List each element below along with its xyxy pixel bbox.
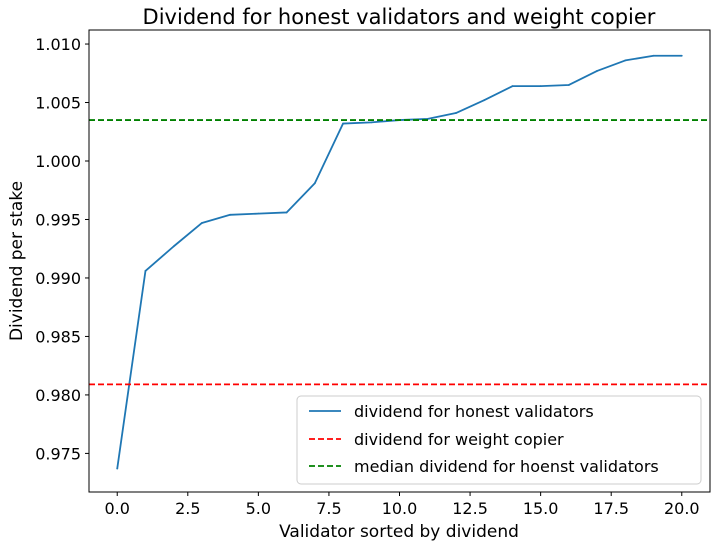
x-tick-label: 0.0 — [105, 499, 130, 518]
data-point — [455, 112, 457, 114]
data-point — [511, 85, 514, 88]
data-point — [652, 54, 655, 57]
data-point — [624, 59, 627, 62]
x-tick-label: 10.0 — [382, 499, 418, 518]
data-point — [144, 270, 147, 272]
y-tick-label: 0.985 — [35, 327, 81, 346]
y-axis-ticks: 0.975 0.980 0.985 0.990 0.995 1.000 1.005 1.010 — [35, 35, 89, 463]
y-tick-label: 0.980 — [35, 386, 81, 405]
legend-box — [296, 395, 702, 485]
data-point — [567, 84, 570, 86]
x-tick-label: 17.5 — [593, 499, 629, 518]
y-tick-label: 1.010 — [35, 35, 81, 54]
y-tick-label: 1.000 — [35, 152, 81, 171]
y-tick-label: 0.975 — [35, 444, 81, 463]
data-point — [201, 222, 203, 224]
x-tick-label: 20.0 — [664, 499, 700, 518]
legend-label-weight-copier: dividend for weight copier — [354, 430, 564, 449]
data-point — [342, 122, 344, 125]
data-point — [313, 182, 316, 185]
y-tick-label: 0.995 — [35, 210, 81, 229]
x-tick-label: 5.0 — [246, 499, 271, 518]
y-axis-label: Dividend per stake — [7, 181, 27, 341]
y-tick-label: 1.005 — [35, 94, 81, 113]
data-point — [257, 212, 260, 215]
legend: dividend for honest validators dividend … — [296, 395, 702, 485]
x-axis-ticks: 0.0 2.5 5.0 7.5 10.0 12.5 15.0 17.5 20.0 — [105, 492, 700, 518]
y-tick-label: 0.990 — [35, 269, 81, 288]
legend-label-honest: dividend for honest validators — [354, 402, 594, 421]
lines-layer — [89, 54, 710, 470]
x-tick-label: 12.5 — [452, 499, 488, 518]
legend-label-median: median dividend for hoenst validators — [354, 457, 659, 476]
data-point — [370, 121, 373, 124]
data-point — [285, 211, 288, 214]
data-point — [596, 70, 598, 72]
data-point — [680, 54, 683, 57]
x-tick-label: 7.5 — [316, 499, 341, 518]
data-point — [229, 213, 232, 216]
chart-title: Dividend for honest validators and weigh… — [143, 5, 656, 29]
data-point — [116, 467, 119, 470]
data-point — [172, 245, 175, 248]
x-tick-label: 15.0 — [523, 499, 559, 518]
x-axis-label: Validator sorted by dividend — [279, 522, 519, 542]
data-point — [483, 99, 486, 102]
data-point — [539, 85, 542, 88]
x-tick-label: 2.5 — [175, 499, 200, 518]
